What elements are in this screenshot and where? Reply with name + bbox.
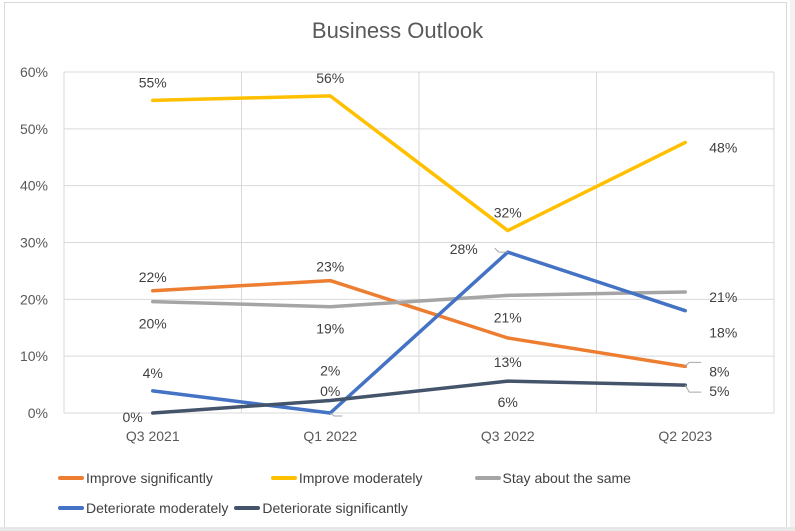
legend-item-deteriorate-significantly[interactable]: Deteriorate significantly xyxy=(234,500,408,516)
x-tick-label: Q3 2022 xyxy=(481,428,535,444)
series-line xyxy=(151,250,687,415)
y-tick-label: 40% xyxy=(20,178,48,194)
leader-line xyxy=(329,412,343,417)
leader-line xyxy=(494,247,508,253)
legend-row-1: Improve significantly Improve moderately… xyxy=(58,463,758,493)
legend-label: Deteriorate significantly xyxy=(262,500,408,516)
series-line xyxy=(151,379,687,415)
y-tick-label: 10% xyxy=(20,348,48,364)
data-label: 0% xyxy=(123,409,143,425)
data-label: 21% xyxy=(494,309,522,325)
data-label: 18% xyxy=(709,325,737,341)
legend-swatch xyxy=(58,506,84,510)
data-label: 20% xyxy=(139,316,167,332)
series-line xyxy=(151,278,687,369)
leader-line xyxy=(684,361,702,367)
data-label: 48% xyxy=(709,139,737,155)
data-label: 8% xyxy=(709,363,729,379)
chart-title: Business Outlook xyxy=(311,18,484,43)
data-label: 19% xyxy=(316,321,344,337)
y-tick-label: 30% xyxy=(20,235,48,251)
legend-label: Improve moderately xyxy=(298,470,423,486)
data-label: 0% xyxy=(320,383,340,399)
x-tick-label: Q2 2023 xyxy=(658,428,712,444)
legend-item-improve-significantly[interactable]: Improve significantly xyxy=(58,470,213,486)
x-tick-label: Q3 2021 xyxy=(126,428,180,444)
data-label: 32% xyxy=(494,205,522,221)
data-label: 5% xyxy=(709,383,729,399)
legend-swatch xyxy=(474,476,501,480)
data-label: 21% xyxy=(709,289,737,305)
data-label: 22% xyxy=(139,269,167,285)
series-line xyxy=(151,94,687,233)
data-label: 56% xyxy=(316,70,344,86)
window-edge-bottom xyxy=(0,527,795,531)
data-label: 55% xyxy=(139,74,167,90)
legend-label: Deteriorate moderately xyxy=(86,500,229,516)
chart-frame xyxy=(4,2,787,528)
leader-line xyxy=(684,384,702,393)
x-tick-label: Q1 2022 xyxy=(303,428,357,444)
legend-row-2: Deteriorate moderately Deteriorate signi… xyxy=(58,493,758,523)
y-tick-label: 60% xyxy=(20,64,48,80)
y-tick-label: 0% xyxy=(28,405,48,421)
legend-swatch xyxy=(58,476,84,480)
data-label: 23% xyxy=(316,259,344,275)
data-label: 28% xyxy=(450,241,478,257)
legend: Improve significantly Improve moderately… xyxy=(58,463,758,523)
legend-label: Stay about the same xyxy=(502,470,631,486)
window-edge xyxy=(790,0,795,531)
data-label: 6% xyxy=(498,394,518,410)
legend-item-deteriorate-moderately[interactable]: Deteriorate moderately xyxy=(58,500,228,516)
data-label: 2% xyxy=(320,362,340,378)
legend-item-stay-same[interactable]: Stay about the same xyxy=(474,470,631,486)
legend-swatch xyxy=(234,506,261,510)
y-tick-label: 20% xyxy=(20,291,48,307)
series-line xyxy=(151,290,687,309)
legend-swatch xyxy=(270,476,297,480)
data-label: 4% xyxy=(143,365,163,381)
y-tick-label: 50% xyxy=(20,121,48,137)
legend-label: Improve significantly xyxy=(86,470,213,486)
data-label: 13% xyxy=(494,354,522,370)
legend-item-improve-moderately[interactable]: Improve moderately xyxy=(270,470,423,486)
